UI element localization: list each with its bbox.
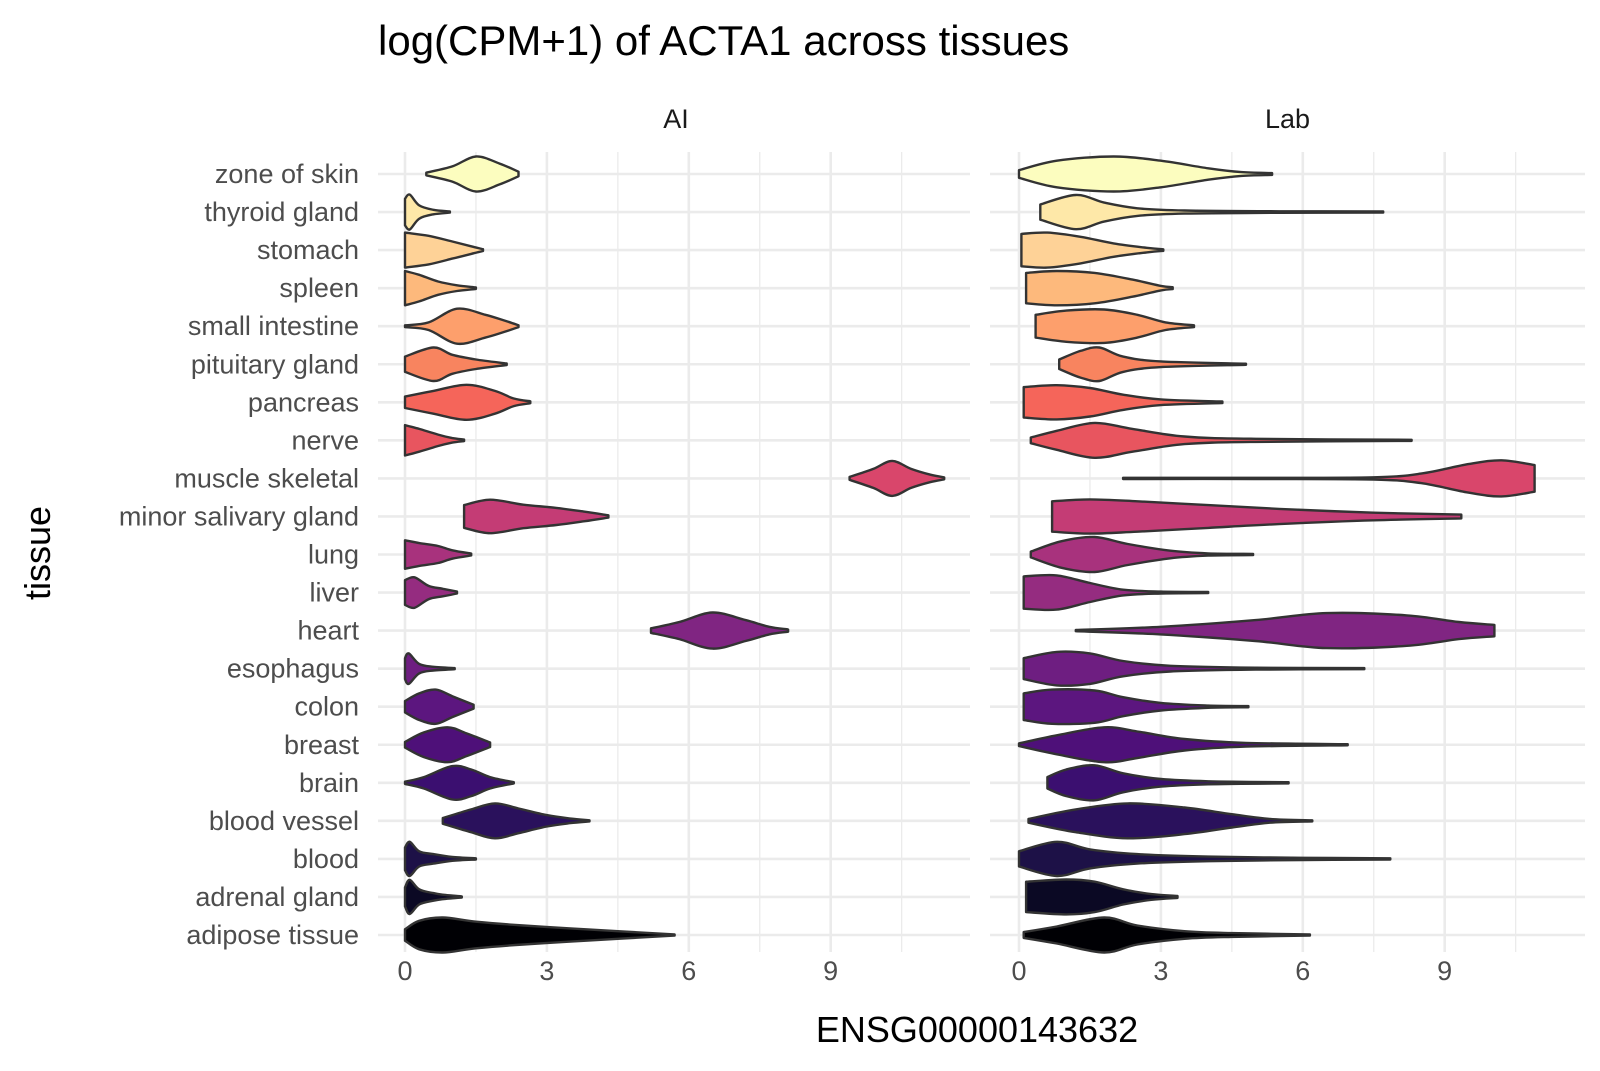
violin-ai-spleen (403, 269, 478, 307)
violin-lab-stomach (1020, 231, 1165, 269)
violin-ai-colon (403, 688, 475, 726)
violin-lab-blood-vessel (1027, 802, 1314, 840)
violin-ai-lung (403, 539, 473, 570)
violin-ai-pancreas (403, 383, 532, 421)
y-tick-label: blood (293, 844, 359, 874)
y-tick-label: adrenal gland (195, 882, 359, 912)
violin-ai-adipose-tissue (403, 916, 676, 954)
chart-title: log(CPM+1) of ACTA1 across tissues (378, 17, 1069, 64)
violin-lab-muscle-skeletal (1121, 459, 1536, 498)
x-tick-label: 6 (1295, 956, 1310, 986)
x-tick-label: 9 (823, 956, 838, 986)
violin-ai-zone-of-skin (425, 155, 520, 193)
violin-ai-muscle-skeletal (848, 459, 946, 498)
y-tick-label: nerve (291, 425, 359, 455)
violin-lab-nerve (1029, 421, 1413, 460)
x-tick-label: 0 (1011, 956, 1026, 986)
y-tick-label: stomach (257, 235, 359, 265)
y-tick-label: esophagus (227, 654, 359, 684)
violin-lab-brain (1046, 764, 1290, 802)
facet-panels: AI 0 3 6 9 Lab 0 3 6 9 (378, 104, 1585, 986)
violin-ai-stomach (403, 231, 485, 269)
violin-ai-blood-vessel (441, 802, 591, 840)
x-tick-label: 6 (681, 956, 696, 986)
violin-lab-small-intestine (1034, 308, 1196, 345)
violin-lab-zone-of-skin (1017, 155, 1274, 193)
violin-lab-adrenal-gland (1024, 878, 1179, 916)
y-tick-label: breast (284, 730, 360, 760)
y-axis-title: tissue (17, 506, 58, 600)
violin-ai-small-intestine (403, 307, 520, 346)
x-tick-label: 9 (1437, 956, 1452, 986)
facet-panel-ai: AI 0 3 6 9 (378, 104, 970, 986)
violin-lab-blood (1017, 840, 1392, 878)
violin-lab-minor-salivary-gland (1050, 498, 1463, 535)
violin-ai-blood (403, 840, 478, 878)
violin-ai-pituitary-gland (403, 346, 508, 383)
violin-lab-thyroid-gland (1039, 193, 1385, 231)
y-tick-label: thyroid gland (204, 197, 359, 227)
facet-panel-lab: Lab 0 3 6 9 (990, 104, 1585, 986)
y-tick-label: minor salivary gland (119, 501, 359, 531)
y-tick-label: brain (299, 768, 359, 798)
violin-ai-minor-salivary-gland (462, 498, 610, 535)
violin-ai-adrenal-gland (403, 878, 463, 916)
y-tick-label: muscle skeletal (174, 463, 359, 493)
x-tick-label: 3 (1153, 956, 1168, 986)
violin-ai-breast (403, 726, 492, 764)
violin-ai-liver (403, 575, 459, 610)
y-tick-labels: adipose tissue adrenal gland blood blood ve… (119, 159, 360, 950)
violin-lab-lung (1029, 535, 1255, 574)
violin-lab-esophagus (1022, 650, 1366, 687)
violin-lab-liver (1022, 573, 1210, 612)
y-tick-label: lung (308, 540, 359, 570)
y-tick-label: liver (309, 578, 359, 608)
y-tick-label: spleen (279, 273, 359, 303)
violin-lab-colon (1022, 688, 1250, 726)
violin-ai-thyroid-gland (403, 193, 452, 231)
facet-strip-label: AI (663, 104, 689, 134)
y-tick-label: pituitary gland (191, 349, 359, 379)
y-tick-label: adipose tissue (186, 920, 359, 950)
violin-ai-heart (649, 611, 790, 650)
y-tick-label: zone of skin (215, 159, 359, 189)
y-tick-label: colon (294, 692, 359, 722)
violin-lab-pituitary-gland (1058, 346, 1248, 383)
violin-ai-nerve (403, 423, 466, 457)
y-tick-label: small intestine (188, 311, 359, 341)
x-axis-title: ENSG00000143632 (816, 1009, 1138, 1050)
facet-strip-label: Lab (1265, 104, 1310, 134)
x-tick-label: 3 (539, 956, 554, 986)
x-tick-label: 0 (397, 956, 412, 986)
violin-lab-breast (1017, 725, 1349, 764)
violin-ai-brain (403, 764, 515, 802)
violin-lab-pancreas (1022, 383, 1224, 421)
y-tick-label: heart (297, 616, 359, 646)
y-tick-label: blood vessel (209, 806, 359, 836)
violin-lab-heart (1074, 611, 1496, 650)
violin-ai-esophagus (403, 652, 456, 686)
violin-lab-adipose-tissue (1022, 916, 1312, 954)
y-tick-label: pancreas (248, 387, 359, 417)
violin-lab-spleen (1024, 269, 1174, 307)
